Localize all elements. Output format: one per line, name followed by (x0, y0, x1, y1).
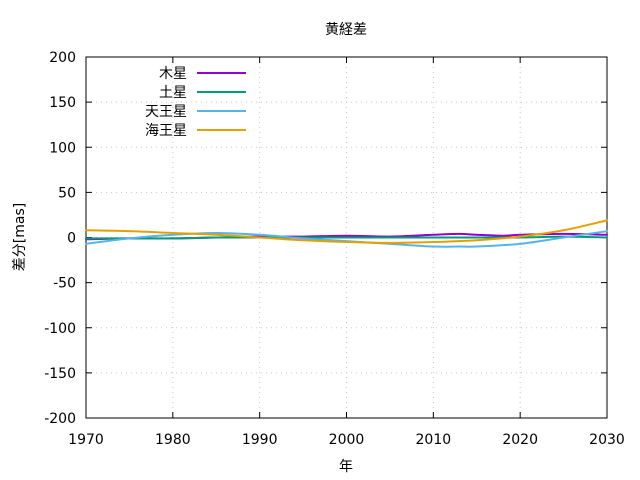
series-line (85, 219, 608, 244)
x-tick-label: 2030 (589, 432, 625, 448)
x-tick-label: 1970 (68, 432, 104, 448)
series-layer (85, 219, 608, 248)
legend-label: 海王星 (145, 123, 187, 139)
legend-label: 土星 (159, 85, 187, 101)
series-line (85, 235, 608, 240)
y-tick-label: 150 (49, 95, 76, 111)
y-tick-label: 0 (67, 231, 76, 247)
y-tick-label: 50 (58, 185, 76, 201)
legend-label: 天王星 (145, 104, 187, 120)
x-tick-label: 2020 (502, 432, 538, 448)
y-tick-label: -150 (44, 366, 76, 382)
y-tick-label: 100 (49, 140, 76, 156)
x-axis-label: 年 (339, 459, 353, 475)
x-tick-label: 1980 (155, 432, 191, 448)
legend-label: 木星 (159, 66, 187, 82)
y-tick-label: -100 (44, 321, 76, 337)
x-tick-label: 2010 (416, 432, 452, 448)
y-tick-label: 200 (49, 50, 76, 66)
chart-title: 黄経差 (325, 21, 367, 38)
y-tick-label: -50 (53, 276, 76, 292)
y-tick-label: -200 (44, 411, 76, 427)
x-tick-label: 2000 (329, 432, 365, 448)
tick-layer: 1970 1980 1990 2000 2010 2020 2030-200-150-100… (44, 50, 625, 448)
y-axis-label: 差分[mas] (12, 203, 28, 271)
x-tick-label: 1990 (242, 432, 278, 448)
